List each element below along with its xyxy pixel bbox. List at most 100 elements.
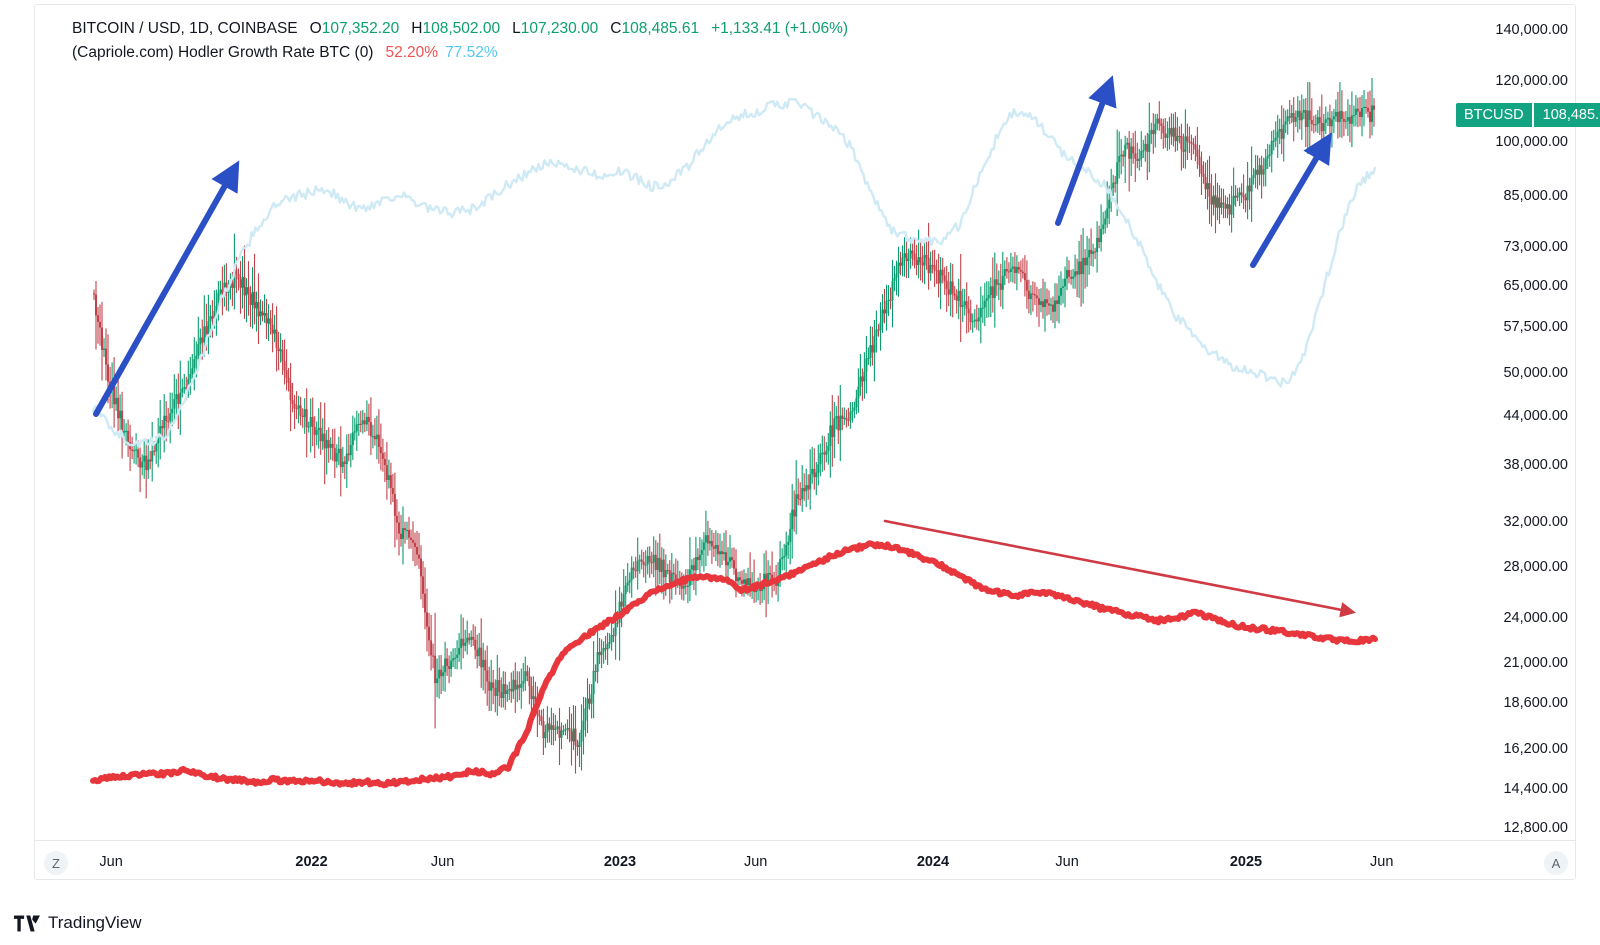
candle-body [424,593,426,613]
right-axis-tick: 38,000.00 [1503,457,1568,473]
candle-body [975,319,978,322]
candle-body [1228,204,1231,215]
candle-body [1090,249,1093,254]
candle-body [999,283,1002,290]
chart-plot-area[interactable] [35,5,1577,843]
candle-body [943,275,946,281]
candle-body [1154,123,1157,135]
candle-body [564,729,567,731]
candle-body [331,443,334,449]
candle-body [909,250,912,259]
candle-body [961,305,964,307]
candle-body [1312,124,1315,126]
candle-body [113,382,116,405]
candle-body [849,411,852,421]
time-axis[interactable]: Z A Jun 2022 Jun 2023 Jun 2024 Jun 2025 Jun [34,840,1576,880]
candle-body [215,306,218,311]
candle-body [1168,128,1171,135]
candle-body [895,273,898,278]
candle-body [883,309,886,314]
candle-body [1023,273,1026,281]
right-price-axis[interactable]: BTCUSD 108,485.61 140,000.00 120,000.00 10… [1448,4,1600,880]
right-axis-tick: 24,000.00 [1503,610,1568,627]
candle-body [793,509,796,517]
candle-body [658,557,661,572]
candle-body [733,560,735,569]
tradingview-footer[interactable]: TradingView [14,913,142,933]
candle-body [291,399,294,404]
candle-body [520,683,523,688]
candle-body [927,257,930,274]
candle-body [171,408,174,414]
candle-body [307,426,310,428]
candle-body [325,439,328,449]
candle-body [301,415,304,417]
candle-body [640,559,643,562]
candle-body [105,348,107,365]
candle-body [1170,128,1173,137]
left-percent-axis[interactable]: 85.00%82.50%80.00%77.50%75.00%72.50%70.0… [0,4,34,880]
candle-body [155,443,158,452]
candle-body [696,557,699,561]
candle-body [745,579,747,586]
candle-body [987,295,990,299]
candle-body [1280,129,1283,139]
candle-body [628,580,631,583]
chart-frame[interactable] [34,4,1576,880]
candle-body [1146,143,1149,152]
candle-body [1214,195,1217,208]
candle-body [666,570,669,572]
candle-body [885,300,888,314]
candle-body [931,265,934,267]
candle-body [789,529,792,542]
candle-body [309,417,312,427]
candle-body [1070,276,1073,279]
candle-body [747,578,749,586]
candle-body [672,572,675,575]
candle-body [817,464,820,473]
candle-body [721,551,723,555]
candle-body [1040,301,1042,305]
candle-body [1058,295,1060,304]
candle-body [434,655,437,684]
candle-body [141,461,144,468]
candle-body [1031,293,1034,295]
candle-body [127,430,130,443]
candle-body [157,436,160,444]
candle-body [1208,183,1211,197]
candle-body [1196,149,1199,157]
candle-body [1308,110,1311,120]
right-axis-tick: 73,000.00 [1503,239,1568,256]
candle-body [293,403,296,409]
candle-body [375,434,378,440]
timezone-badge[interactable]: Z [44,851,68,875]
candle-body [1318,117,1321,123]
chart-canvas [90,75,1378,789]
candle-body [662,559,665,578]
candle-body [1294,117,1297,122]
candle-body [317,427,320,431]
auto-scale-badge[interactable]: A [1544,851,1568,875]
candle-body [1118,156,1121,163]
candle-body [622,593,625,607]
candle-body [1369,111,1371,122]
candle-body [414,542,416,547]
candle-body [660,559,663,572]
candle-body [1198,156,1201,166]
candle-body [528,676,531,686]
time-axis-tick: 2022 [295,854,328,870]
candle-body [1019,269,1022,272]
candle-body [905,253,908,262]
right-axis-tick: 18,600.00 [1503,695,1568,712]
candle-body [1150,130,1153,134]
candle-body [1088,249,1091,258]
candle-body [436,678,439,684]
candle-body [839,415,842,431]
candle-body [480,647,483,668]
current-price-badge[interactable]: BTCUSD 108,485.61 [1456,103,1600,128]
right-axis-tick: 12,800.00 [1503,820,1568,836]
candle-body [851,410,854,412]
candle-body [125,430,128,432]
candle-body [779,559,782,576]
candle-body [578,741,581,747]
